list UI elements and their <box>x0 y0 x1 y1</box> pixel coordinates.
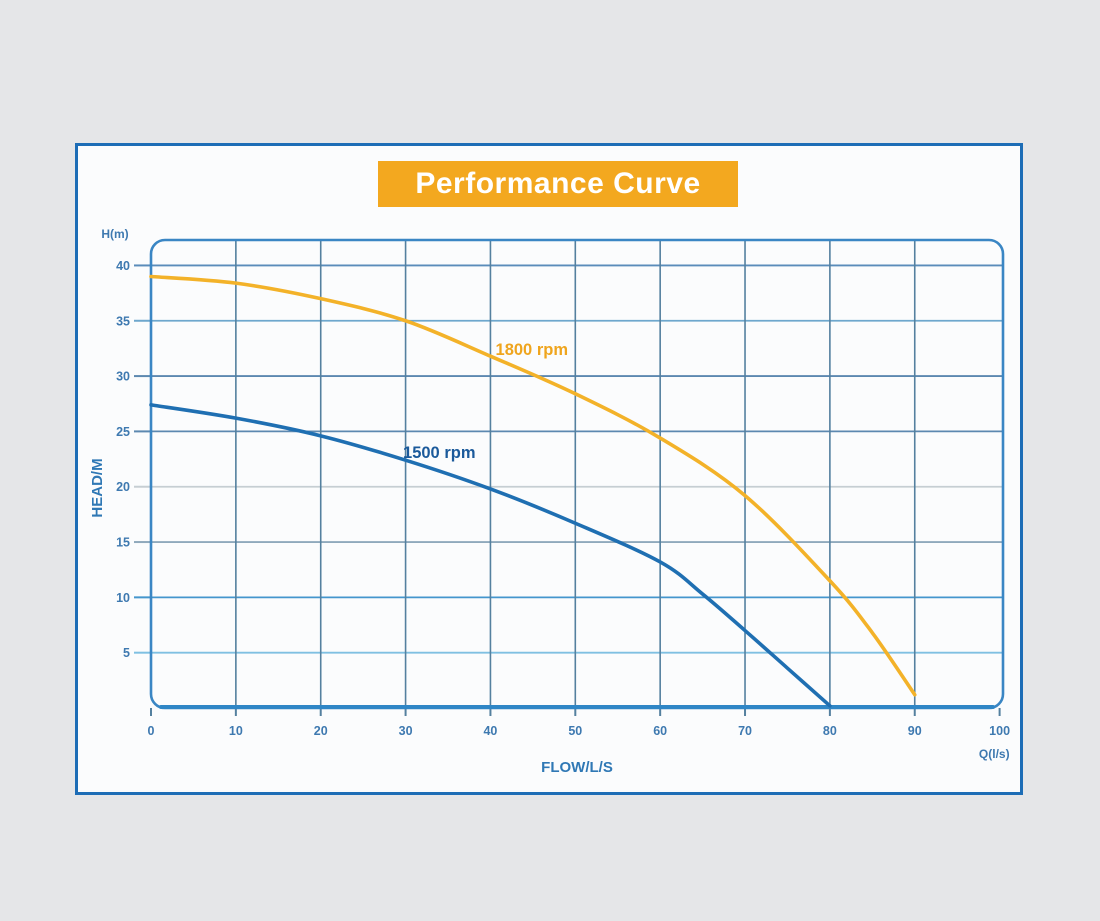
y-tick-label-35: 35 <box>116 314 130 328</box>
x-tick-label-80: 80 <box>823 724 837 738</box>
x-tick-label-20: 20 <box>314 724 328 738</box>
x-tick-label-40: 40 <box>483 724 497 738</box>
y-axis-label: HEAD/M <box>89 458 106 517</box>
y-tick-label-15: 15 <box>116 536 130 550</box>
x-tick-label-60: 60 <box>653 724 667 738</box>
x-tick-label-100: 100 <box>989 724 1010 738</box>
y-tick-label-20: 20 <box>116 480 130 494</box>
x-tick-label-70: 70 <box>738 724 752 738</box>
x-tick-label-0: 0 <box>148 724 155 738</box>
x-unit-label: Q(l/s) <box>979 747 1010 761</box>
y-tick-label-5: 5 <box>123 646 130 660</box>
y-tick-label-10: 10 <box>116 591 130 605</box>
curve-1800-rpm <box>149 274 917 697</box>
x-tick-label-50: 50 <box>568 724 582 738</box>
performance-curve-chart: 5 10 15 20 25 30 35 40 0 10 20 30 40 50 60 70 80 90 100 180… <box>89 227 1010 776</box>
chart-title: Performance Curve <box>378 161 738 207</box>
chart-panel: Performance Curve 5 10 15 20 25 30 35 40 0 10 20 30… <box>75 143 1023 795</box>
y-tick-label-30: 30 <box>116 370 130 384</box>
y-tick-label-40: 40 <box>116 259 130 273</box>
y-tick-label-25: 25 <box>116 425 130 439</box>
curve-label-1800-rpm: 1800 rpm <box>496 341 568 359</box>
curve-label-1500-rpm: 1500 rpm <box>403 444 475 462</box>
curve-1500-rpm <box>149 403 832 708</box>
x-axis-label: FLOW/L/S <box>541 759 613 776</box>
x-tick-label-10: 10 <box>229 724 243 738</box>
y-unit-label: H(m) <box>101 227 128 241</box>
x-tick-label-30: 30 <box>399 724 413 738</box>
x-tick-label-90: 90 <box>908 724 922 738</box>
